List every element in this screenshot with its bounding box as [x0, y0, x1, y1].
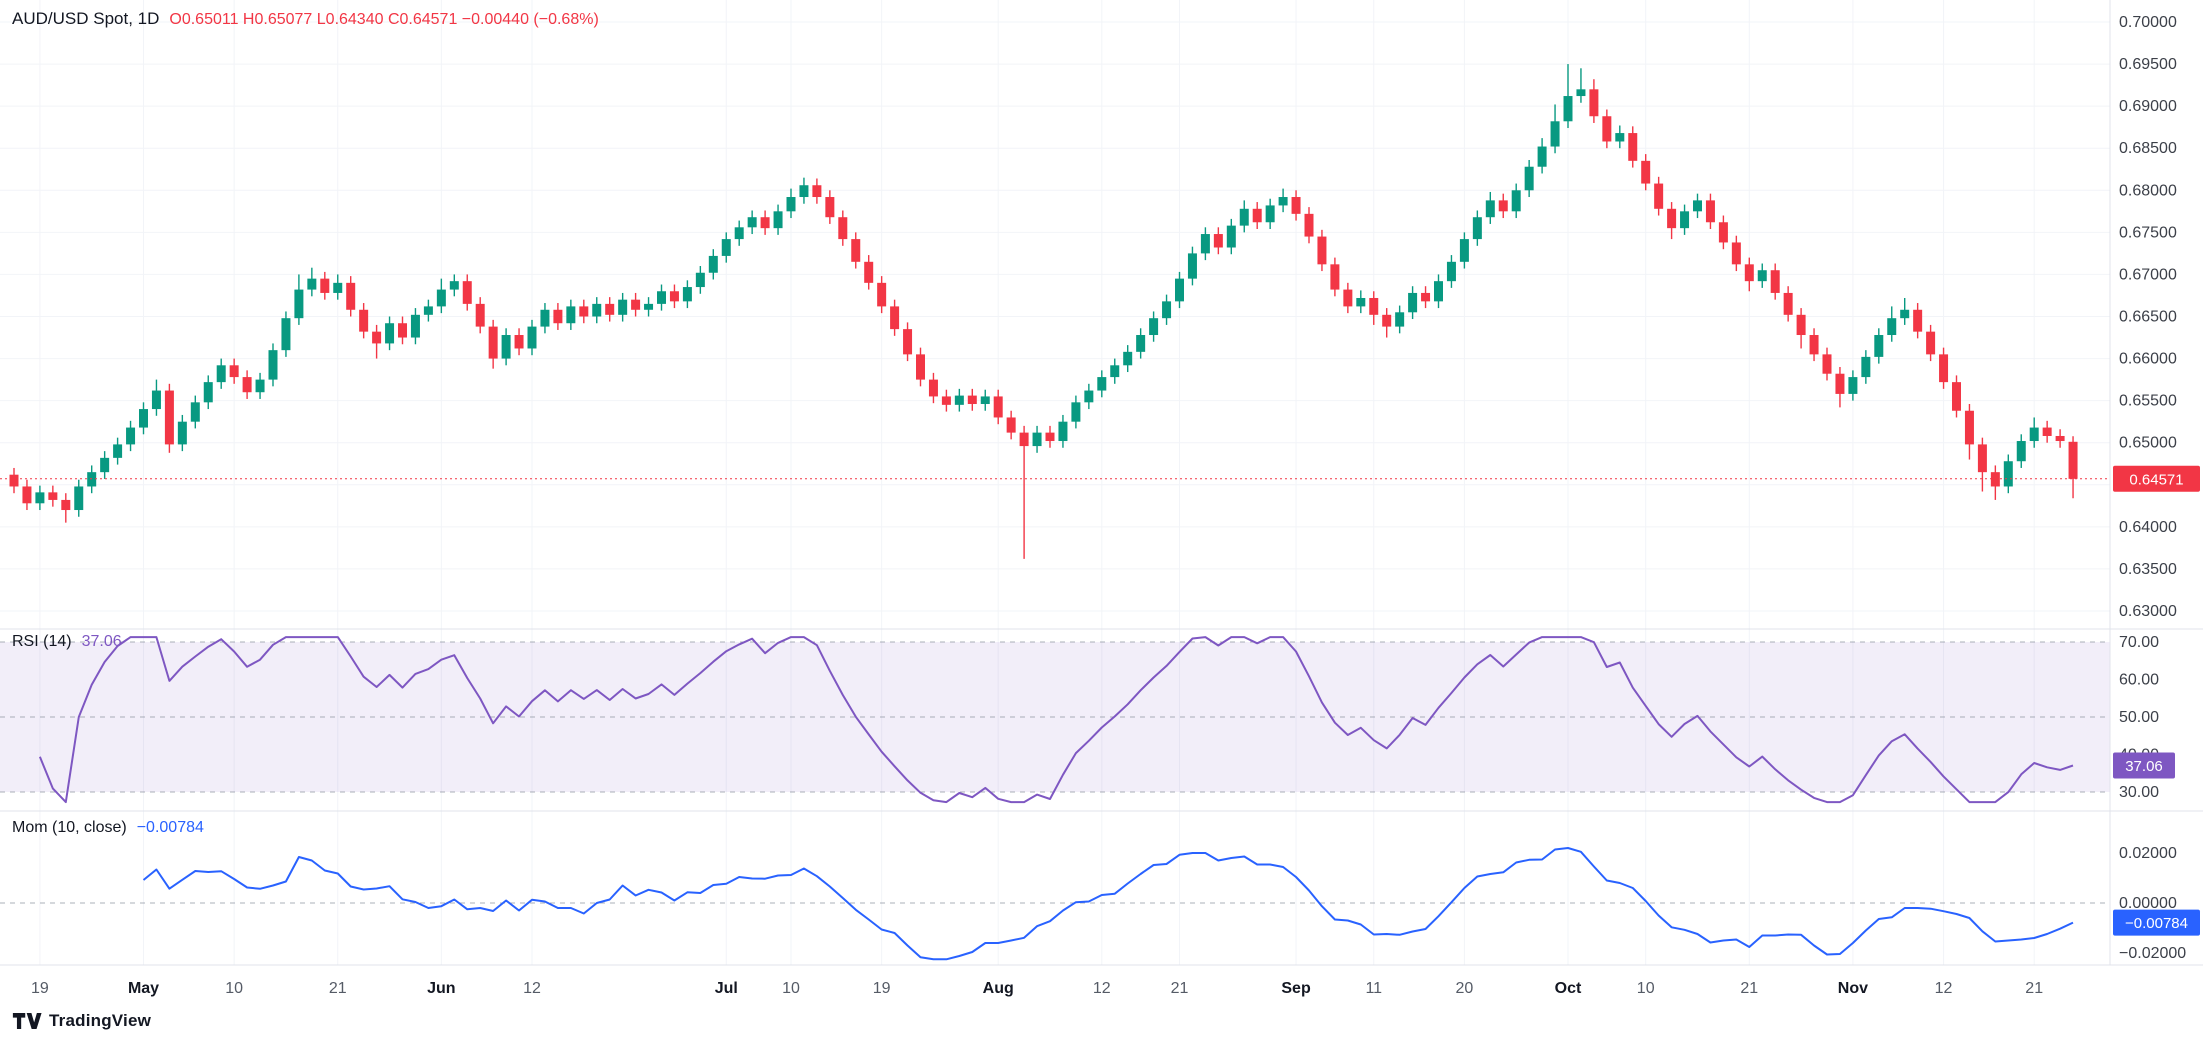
svg-text:−0.02000: −0.02000 [2119, 945, 2186, 962]
svg-text:Jun: Jun [427, 980, 455, 997]
rsi-label[interactable]: RSI (14) [12, 633, 72, 650]
svg-text:10: 10 [225, 980, 243, 997]
svg-text:−0.00784: −0.00784 [2125, 915, 2188, 932]
svg-text:0.66000: 0.66000 [2119, 351, 2177, 368]
rsi-legend[interactable]: RSI (14) 37.06 [12, 633, 122, 651]
price-axis-labels[interactable]: 0.70000 0.69500 0.69000 0.68500 0.68000 0.675… [2119, 14, 2177, 620]
symbol-title[interactable]: AUD/USD Spot, 1D [12, 9, 160, 28]
svg-text:12: 12 [1935, 980, 1953, 997]
svg-text:0.64000: 0.64000 [2119, 519, 2177, 536]
svg-text:10: 10 [1637, 980, 1655, 997]
svg-text:37.06: 37.06 [2125, 758, 2163, 775]
svg-text:0.66500: 0.66500 [2119, 309, 2177, 326]
grid [0, 0, 2110, 965]
svg-text:70.00: 70.00 [2119, 634, 2159, 651]
momentum-axis-labels[interactable]: 0.02000 0.00000 −0.02000 [2119, 845, 2186, 962]
rsi-band [0, 641, 2110, 793]
svg-text:19: 19 [873, 980, 891, 997]
candles-group [9, 64, 2078, 559]
svg-text:0.67000: 0.67000 [2119, 266, 2177, 283]
svg-text:21: 21 [1740, 980, 1758, 997]
svg-text:19: 19 [31, 980, 49, 997]
svg-text:Aug: Aug [983, 980, 1014, 997]
rsi-line [38, 636, 2074, 804]
rsi-value-badge: 37.06 [2113, 752, 2175, 779]
svg-text:10: 10 [782, 980, 800, 997]
svg-text:20: 20 [1456, 980, 1474, 997]
svg-text:0.69500: 0.69500 [2119, 56, 2177, 73]
last-price-badge: 0.64571 [2113, 465, 2200, 492]
rsi-value: 37.06 [81, 633, 122, 650]
svg-text:0.68000: 0.68000 [2119, 182, 2177, 199]
svg-text:30.00: 30.00 [2119, 784, 2159, 801]
svg-text:0.00000: 0.00000 [2119, 895, 2177, 912]
svg-text:0.68500: 0.68500 [2119, 140, 2177, 157]
svg-text:0.65500: 0.65500 [2119, 393, 2177, 410]
svg-text:12: 12 [1093, 980, 1111, 997]
svg-text:May: May [128, 980, 159, 997]
svg-text:21: 21 [329, 980, 347, 997]
svg-text:0.69000: 0.69000 [2119, 98, 2177, 115]
symbol-legend[interactable]: AUD/USD Spot, 1D O0.65011 H0.65077 L0.64… [12, 9, 599, 29]
svg-text:Sep: Sep [1281, 980, 1311, 997]
time-axis-labels[interactable]: 19 May 10 21 Jun 12 Jul 10 19 Aug 12 21 Sep 11 20 Oct 10… [31, 980, 2043, 997]
svg-text:21: 21 [1171, 980, 1189, 997]
svg-text:21: 21 [2025, 980, 2043, 997]
svg-text:0.65000: 0.65000 [2119, 435, 2177, 452]
momentum-legend[interactable]: Mom (10, close) −0.00784 [12, 819, 204, 837]
momentum-value: −0.00784 [136, 819, 204, 836]
tradingview-wordmark: TradingView [49, 1011, 152, 1030]
svg-text:11: 11 [1365, 980, 1382, 997]
tradingview-icon [12, 1013, 42, 1029]
svg-text:60.00: 60.00 [2119, 672, 2159, 689]
svg-text:0.67500: 0.67500 [2119, 224, 2177, 241]
momentum-label[interactable]: Mom (10, close) [12, 819, 127, 836]
svg-text:0.63000: 0.63000 [2119, 603, 2177, 620]
svg-text:Jul: Jul [715, 980, 738, 997]
pane-separators [0, 0, 2203, 966]
svg-text:0.70000: 0.70000 [2119, 14, 2177, 31]
ohlc-values: O0.65011 H0.65077 L0.64340 C0.64571 −0.0… [169, 11, 599, 28]
svg-text:0.63500: 0.63500 [2119, 561, 2177, 578]
svg-text:0.64571: 0.64571 [2129, 471, 2183, 488]
momentum-value-badge: −0.00784 [2113, 909, 2200, 936]
tradingview-logo[interactable]: TradingView [12, 1011, 151, 1031]
svg-text:12: 12 [523, 980, 541, 997]
svg-text:Nov: Nov [1838, 980, 1868, 997]
momentum-line [142, 847, 2074, 961]
svg-text:50.00: 50.00 [2119, 709, 2159, 726]
svg-text:Oct: Oct [1555, 980, 1582, 997]
svg-text:0.02000: 0.02000 [2119, 845, 2177, 862]
